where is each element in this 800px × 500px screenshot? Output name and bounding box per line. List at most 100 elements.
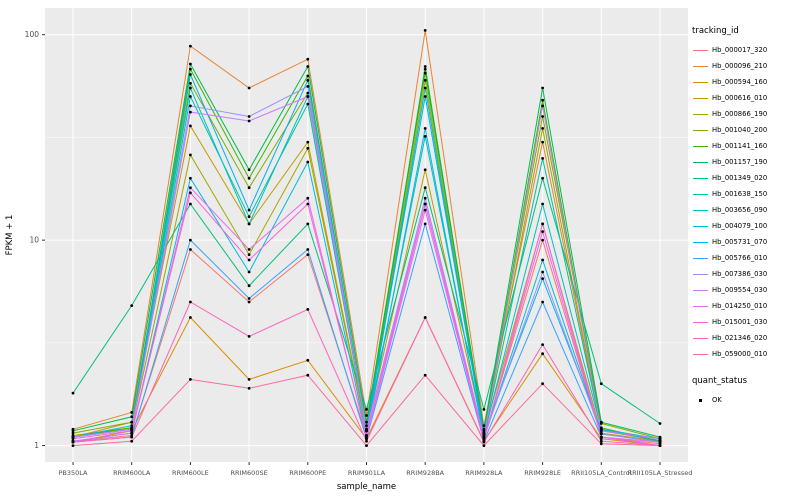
data-point	[247, 222, 251, 226]
legend-item-Hb_015001_030: Hb_015001_030	[692, 314, 798, 330]
data-point	[423, 135, 427, 138]
data-point	[130, 429, 134, 433]
data-point	[541, 300, 544, 304]
data-point	[482, 432, 486, 436]
legend-item-Hb_059000_010: Hb_059000_010	[692, 346, 798, 362]
legend-item-label: Hb_005731_070	[712, 238, 768, 246]
x-tick-label: RRIM928BA	[406, 469, 444, 477]
legend-key-line-icon	[692, 157, 708, 167]
data-point	[541, 115, 544, 118]
legend-item-Hb_003656_090: Hb_003656_090	[692, 202, 798, 218]
legend-key-line-icon	[692, 285, 708, 295]
data-point	[306, 140, 310, 144]
data-point	[247, 119, 251, 123]
legend-key-line-icon	[692, 301, 708, 311]
data-point	[189, 81, 192, 85]
data-point	[71, 431, 75, 435]
legend-key-line-icon	[692, 77, 708, 87]
data-point	[423, 78, 427, 82]
data-point	[541, 140, 544, 144]
data-point	[599, 442, 603, 446]
y-tick-label: 10	[29, 236, 39, 245]
legend-key-line-icon	[692, 45, 708, 55]
legend-key-line-icon	[692, 237, 708, 247]
data-point	[658, 422, 662, 425]
legend-item-label: Hb_059000_010	[712, 350, 768, 358]
data-point	[189, 191, 192, 195]
legend-key-line-icon	[692, 109, 708, 119]
data-point	[306, 65, 310, 68]
legend-key-line-icon	[692, 189, 708, 199]
data-point	[71, 440, 75, 444]
data-point	[130, 435, 134, 439]
data-point	[247, 176, 251, 180]
x-tick-label: RRIM600LA	[113, 469, 151, 477]
data-point	[189, 110, 192, 114]
data-point	[130, 424, 134, 428]
data-point	[189, 248, 192, 251]
legend-key-line-icon	[692, 93, 708, 103]
legend-key-line-icon	[692, 269, 708, 279]
data-point	[306, 196, 310, 200]
data-point	[306, 248, 310, 251]
data-point	[423, 95, 427, 98]
x-tick-label: PB350LA	[58, 469, 88, 477]
data-point	[423, 126, 427, 130]
legend-item-label: Hb_021346_020	[712, 334, 768, 342]
data-point	[541, 202, 544, 206]
data-point	[365, 424, 368, 428]
x-tick-label: RRII105LA_Control	[571, 469, 631, 477]
data-point	[189, 73, 192, 76]
data-point	[365, 434, 368, 437]
data-point	[541, 98, 544, 102]
data-point	[658, 444, 662, 447]
legend-key-line-icon	[692, 141, 708, 151]
data-point	[189, 95, 192, 98]
data-point	[306, 91, 310, 95]
data-point	[541, 343, 544, 346]
data-point	[189, 67, 192, 71]
data-point	[306, 308, 310, 311]
x-tick-label: RRIM928LA	[465, 469, 503, 477]
legend-item-label: Hb_001141_160	[712, 142, 768, 150]
data-point	[71, 391, 75, 395]
data-point	[130, 304, 134, 307]
data-point	[189, 238, 192, 242]
legend-item-label: Hb_001349_020	[712, 174, 768, 182]
data-point	[423, 65, 427, 68]
data-point	[247, 208, 251, 212]
legend-item-Hb_000017_320: Hb_000017_320	[692, 42, 798, 58]
data-point	[599, 435, 603, 439]
data-point	[541, 126, 544, 130]
data-point	[189, 316, 192, 319]
legend-item-label: Hb_007386_030	[712, 270, 768, 278]
data-point	[423, 86, 427, 90]
legend-key-line-icon	[692, 125, 708, 135]
data-point	[306, 358, 310, 362]
y-tick-label: 1	[34, 441, 39, 450]
data-point	[306, 57, 310, 61]
legend-item-list: Hb_000017_320 Hb_000096_210 Hb_000594_160 H…	[692, 42, 798, 362]
data-point	[189, 62, 192, 66]
data-point	[541, 157, 544, 160]
legend-item-Hb_004079_100: Hb_004079_100	[692, 218, 798, 234]
data-point	[71, 437, 75, 441]
legend-item-Hb_001349_020: Hb_001349_020	[692, 170, 798, 186]
legend-title-tracking-id: tracking_id	[692, 26, 739, 36]
data-point	[365, 444, 368, 447]
legend-item-Hb_000594_160: Hb_000594_160	[692, 74, 798, 90]
data-point	[423, 316, 427, 319]
quant-ok-label: OK	[712, 396, 722, 404]
data-point	[599, 420, 603, 424]
data-point	[247, 300, 251, 304]
data-point	[482, 444, 486, 447]
legend-item-Hb_014250_010: Hb_014250_010	[692, 298, 798, 314]
legend-item-label: Hb_000866_190	[712, 110, 768, 118]
data-point	[482, 427, 486, 431]
data-point	[247, 284, 251, 288]
data-point	[71, 429, 75, 433]
legend-item-label: Hb_003656_090	[712, 206, 768, 214]
data-point	[247, 297, 251, 300]
x-axis-title: sample_name	[337, 482, 396, 492]
